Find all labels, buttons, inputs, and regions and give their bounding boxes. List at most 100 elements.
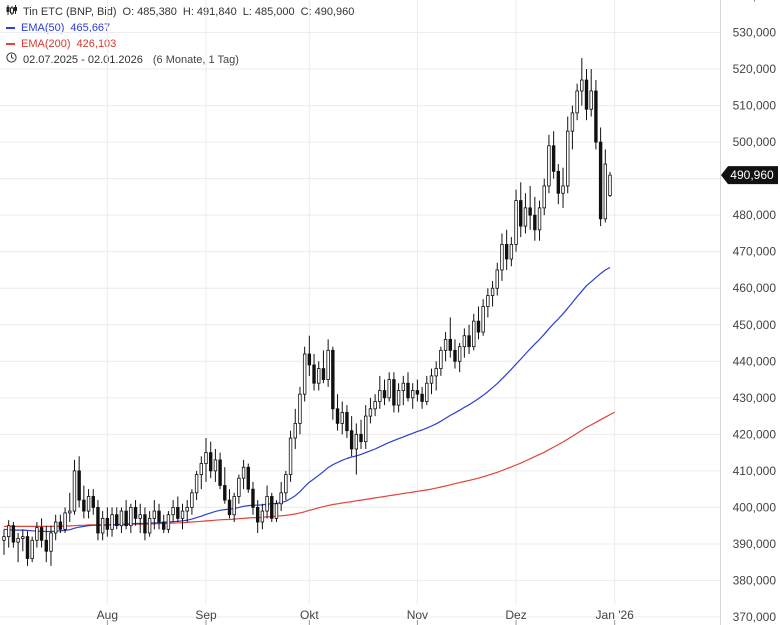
y-tick-label: 370,000 xyxy=(733,610,777,624)
candle xyxy=(265,485,269,519)
candle-body-down xyxy=(551,145,556,172)
candle xyxy=(556,164,561,205)
y-tick-label: 480,000 xyxy=(733,208,777,222)
candle xyxy=(598,127,603,227)
candle xyxy=(500,233,504,281)
candle xyxy=(288,430,293,482)
candle-body-up xyxy=(284,474,288,494)
candle xyxy=(575,83,579,121)
high-label: H: xyxy=(182,6,194,18)
candle xyxy=(227,489,232,519)
candle xyxy=(11,522,16,548)
candle-body-down xyxy=(255,507,260,523)
candle-body-down xyxy=(594,90,598,143)
candle xyxy=(519,182,523,238)
y-tick-label: 470,000 xyxy=(733,245,777,259)
candle xyxy=(138,503,142,533)
candle-body-down xyxy=(176,507,180,519)
candle xyxy=(213,448,218,482)
candle xyxy=(537,200,542,241)
candle xyxy=(6,520,11,548)
chart-legend: Tin ETC (BNP, Bid) O: 485,380 H: 491,840… xyxy=(6,4,354,68)
candle-body-up xyxy=(119,510,124,527)
candle xyxy=(255,500,260,533)
candle-body-up xyxy=(171,507,175,516)
last-price-label: 490,960 xyxy=(730,168,774,182)
candle xyxy=(129,503,133,533)
candle-body-up xyxy=(481,306,485,333)
candle-body-down xyxy=(584,79,589,110)
candle xyxy=(580,58,584,106)
candle-body-up xyxy=(279,492,283,505)
period-note: (6 Monate, 1 Tag) xyxy=(152,54,239,66)
candle-body-down xyxy=(133,507,138,519)
candle-body-down xyxy=(143,514,147,534)
legend-row-ema200: EMA(200) 426,103 xyxy=(6,36,354,52)
candle-body-up xyxy=(387,379,391,399)
candle xyxy=(147,511,152,537)
candle-body-up xyxy=(298,393,302,424)
y-tick-label: 380,000 xyxy=(733,573,777,587)
candle-body-up xyxy=(566,130,570,187)
candle-body-down xyxy=(105,517,110,530)
y-tick-label: 520,000 xyxy=(733,62,777,76)
candle xyxy=(392,372,396,413)
candle xyxy=(312,353,316,391)
candlestick-icon xyxy=(6,4,17,20)
candle xyxy=(49,525,53,566)
candle-body-up xyxy=(6,525,11,538)
candle xyxy=(152,500,157,530)
candle-body-down xyxy=(406,382,410,399)
candle xyxy=(307,335,312,376)
date-range: 02.07.2025 - 02.01.2026 xyxy=(23,54,143,66)
candle-body-up xyxy=(35,527,39,541)
candle-body-down xyxy=(124,510,128,527)
x-tick-label: Dez xyxy=(505,608,526,622)
candle-body-up xyxy=(204,452,208,464)
candle xyxy=(331,346,335,420)
candle-body-down xyxy=(556,170,561,194)
candle-body-down xyxy=(598,141,603,220)
candle-body-up xyxy=(110,514,114,530)
candle xyxy=(171,500,175,523)
candle xyxy=(16,532,20,563)
candle xyxy=(359,419,363,449)
candle-body-down xyxy=(382,390,387,399)
candle xyxy=(21,529,25,552)
candle xyxy=(439,346,443,376)
candle-body-down xyxy=(312,364,316,384)
y-tick-label: 510,000 xyxy=(733,99,777,113)
y-tick-label: 500,000 xyxy=(733,135,777,149)
candle-body-up xyxy=(49,532,53,552)
candle xyxy=(190,489,194,515)
ema50-value: 465,667 xyxy=(70,22,111,34)
candle xyxy=(284,470,288,501)
candle-body-down xyxy=(307,353,312,366)
candle xyxy=(115,507,119,530)
candle-body-up xyxy=(457,346,462,362)
high-value: 491,840 xyxy=(196,6,237,18)
candle-body-up xyxy=(495,269,499,289)
candle xyxy=(110,507,114,537)
candle xyxy=(603,149,608,223)
candle xyxy=(30,536,34,563)
candle xyxy=(199,456,204,490)
candle-body-up xyxy=(472,320,476,348)
candle xyxy=(218,452,222,490)
candle-body-down xyxy=(58,521,63,530)
candle-body-up xyxy=(68,510,72,514)
candle xyxy=(495,262,499,296)
candle-body-down xyxy=(218,459,222,486)
candle xyxy=(462,328,467,358)
candle-body-down xyxy=(453,349,457,362)
candle-body-down xyxy=(415,390,420,395)
candle-body-down xyxy=(77,470,81,501)
candle xyxy=(119,507,124,533)
candle-body-up xyxy=(86,496,91,512)
candle-body-down xyxy=(157,510,161,523)
candle xyxy=(86,489,91,519)
candle xyxy=(180,503,185,530)
candle-body-down xyxy=(448,338,452,351)
ema200-swatch xyxy=(6,43,15,45)
